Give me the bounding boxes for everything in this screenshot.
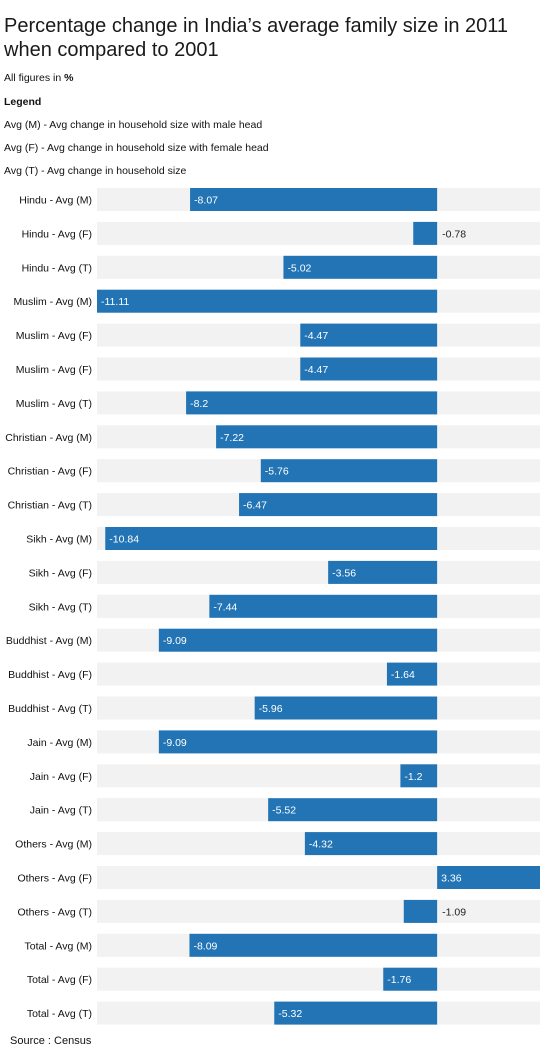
value-label: -1.09 <box>442 906 466 918</box>
value-label: -7.22 <box>220 432 244 444</box>
value-label: -4.32 <box>309 839 333 851</box>
bar <box>400 764 438 788</box>
bar <box>403 899 438 923</box>
bar <box>97 289 438 313</box>
category-label: Sikh - Avg (F) <box>29 567 92 579</box>
bar-track <box>97 662 540 686</box>
value-label: -5.32 <box>278 1008 302 1020</box>
bar <box>209 594 438 618</box>
legend-entry-total: Avg (T) - Avg change in household size <box>4 165 187 177</box>
bar <box>328 560 438 584</box>
units-note: All figures in % <box>4 72 73 84</box>
category-label: Sikh - Avg (M) <box>26 534 92 546</box>
value-label: -9.09 <box>163 737 187 749</box>
bar <box>239 493 438 517</box>
bar-track <box>97 221 540 245</box>
bar <box>304 832 438 856</box>
bar <box>383 967 438 991</box>
category-label: Hindu - Avg (F) <box>22 228 92 240</box>
bar <box>283 255 438 279</box>
value-label: -5.52 <box>272 805 296 817</box>
value-label: -3.56 <box>332 567 356 579</box>
value-label: -11.11 <box>101 296 129 308</box>
value-label: -1.2 <box>404 771 422 783</box>
value-label: -0.78 <box>442 228 466 240</box>
value-label: -5.02 <box>287 262 311 274</box>
category-label: Others - Avg (T) <box>18 906 93 918</box>
value-label: -8.07 <box>194 195 218 207</box>
bar <box>216 425 438 449</box>
legend-heading: Legend <box>4 96 42 108</box>
category-label: Jain - Avg (M) <box>27 737 92 749</box>
value-label: -9.09 <box>163 635 187 647</box>
bar <box>158 730 438 754</box>
value-label: -8.09 <box>193 940 217 952</box>
chart-title: Percentage change in India’s average fam… <box>4 15 509 61</box>
category-label: Christian - Avg (T) <box>8 500 92 512</box>
value-label: -5.76 <box>265 466 289 478</box>
bar <box>260 459 438 483</box>
category-label: Others - Avg (M) <box>15 839 92 851</box>
category-label: Total - Avg (F) <box>27 974 92 986</box>
value-label: -10.84 <box>109 534 139 546</box>
bar <box>413 221 438 245</box>
value-label: -1.76 <box>387 974 411 986</box>
bar <box>300 357 438 381</box>
category-label: Sikh - Avg (T) <box>29 601 92 613</box>
bar <box>105 527 438 550</box>
category-label: Muslim - Avg (M) <box>13 296 92 308</box>
bar <box>190 188 438 211</box>
bar-chart: Hindu - Avg (M) -8.07 Hindu - Avg (F) -0.78… <box>5 188 540 1025</box>
category-label: Muslim - Avg (F) <box>16 330 92 342</box>
value-label: -8.2 <box>190 398 208 410</box>
category-label: Others - Avg (F) <box>18 873 93 885</box>
bar <box>437 866 540 889</box>
legend-entry-female: Avg (F) - Avg change in household size w… <box>4 142 269 154</box>
value-label: -1.64 <box>391 669 415 681</box>
category-label: Buddhist - Avg (F) <box>8 669 92 681</box>
category-label: Hindu - Avg (M) <box>19 195 92 207</box>
source-note: Source : Census <box>10 1035 92 1047</box>
units-note-unit: % <box>64 72 74 84</box>
category-label: Buddhist - Avg (M) <box>6 635 92 647</box>
bar <box>189 933 438 957</box>
value-label: -4.47 <box>304 364 328 376</box>
bar <box>186 391 438 415</box>
bar-track <box>97 866 540 889</box>
value-label: -5.96 <box>259 703 283 715</box>
category-label: Total - Avg (T) <box>27 1008 92 1020</box>
category-label: Buddhist - Avg (T) <box>8 703 92 715</box>
units-note-prefix: All figures in <box>4 72 65 84</box>
category-label: Hindu - Avg (T) <box>22 262 92 274</box>
bar <box>268 798 438 822</box>
category-label: Muslim - Avg (T) <box>16 398 92 410</box>
category-label: Jain - Avg (F) <box>30 771 92 783</box>
value-label: -6.47 <box>243 500 267 512</box>
category-label: Muslim - Avg (F) <box>16 364 92 376</box>
category-label: Jain - Avg (T) <box>30 805 92 817</box>
bar-track <box>97 899 540 923</box>
bar-track <box>97 764 540 788</box>
legend-entry-male: Avg (M) - Avg change in household size w… <box>4 119 263 131</box>
bar-track <box>97 560 540 584</box>
bar <box>386 662 438 686</box>
bar <box>300 323 438 347</box>
bar-track <box>97 967 540 991</box>
category-label: Christian - Avg (M) <box>5 432 92 444</box>
bar <box>274 1001 438 1025</box>
value-label: -7.44 <box>213 601 237 613</box>
value-label: -4.47 <box>304 330 328 342</box>
bar <box>158 628 438 652</box>
bar <box>254 696 438 720</box>
category-label: Christian - Avg (F) <box>8 466 92 478</box>
value-label: 3.36 <box>441 873 462 885</box>
category-label: Total - Avg (M) <box>25 940 93 952</box>
